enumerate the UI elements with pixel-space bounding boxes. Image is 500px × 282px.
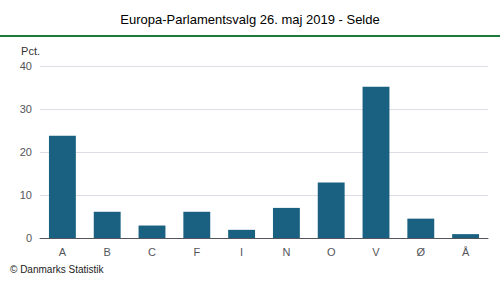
svg-text:V: V <box>372 246 380 258</box>
svg-text:O: O <box>327 246 336 258</box>
svg-text:30: 30 <box>20 103 32 115</box>
svg-text:20: 20 <box>20 146 32 158</box>
svg-text:Å: Å <box>462 246 470 258</box>
svg-text:10: 10 <box>20 189 32 201</box>
svg-text:© Danmarks Statistik: © Danmarks Statistik <box>10 264 105 275</box>
svg-text:0: 0 <box>26 232 32 244</box>
svg-text:B: B <box>104 246 111 258</box>
svg-text:C: C <box>148 246 156 258</box>
svg-text:I: I <box>240 246 243 258</box>
svg-text:N: N <box>282 246 290 258</box>
svg-text:40: 40 <box>20 60 32 72</box>
svg-text:Pct.: Pct. <box>21 45 40 57</box>
svg-text:A: A <box>59 246 67 258</box>
svg-text:Ø: Ø <box>417 246 426 258</box>
svg-text:Europa-Parlamentsvalg 26. maj: Europa-Parlamentsvalg 26. maj 2019 - Sel… <box>120 12 379 27</box>
svg-text:F: F <box>193 246 200 258</box>
